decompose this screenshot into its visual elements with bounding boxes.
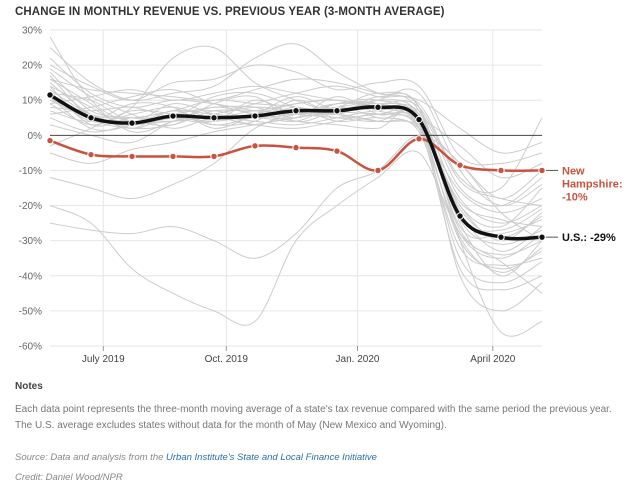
y-tick-label: 30% [22, 26, 42, 37]
y-tick-label: -20% [19, 201, 42, 212]
state-series-group [49, 36, 543, 337]
x-tick-label: July 2019 [82, 354, 125, 365]
credit-line: Credit: Daniel Wood/NPR [15, 472, 123, 483]
x-tick-label: April 2020 [470, 354, 515, 365]
notes-body: Each data point represents the three-mon… [15, 404, 612, 431]
nh-label-line: New [562, 165, 585, 177]
state-line [49, 85, 543, 207]
source-prefix: Source: Data and analysis from the [15, 452, 167, 463]
y-tick-label: -40% [19, 271, 42, 282]
state-line [49, 85, 543, 194]
new-hampshire-point [538, 166, 546, 175]
state-line [49, 134, 543, 259]
new-hampshire-point [456, 161, 464, 169]
us-point [374, 103, 382, 111]
new-hampshire-point [87, 150, 95, 159]
us-point [538, 233, 546, 241]
y-tick-label: -50% [19, 306, 42, 317]
highlighted-series-group [46, 91, 546, 241]
nh-label-line: Hampshire: [562, 178, 623, 190]
nh-series-label: New Hampshire: -10% [562, 165, 623, 203]
us-point [169, 112, 177, 120]
x-axis-ticks: July 2019 Oct. 2019 Jan. 2020 April 2020 [82, 346, 516, 365]
us-point [415, 115, 423, 124]
state-line [49, 150, 543, 326]
notes-heading: Notes [15, 381, 43, 392]
new-hampshire-point [169, 152, 177, 161]
us-point [333, 107, 341, 115]
us-point [128, 119, 136, 127]
us-point [292, 107, 300, 115]
new-hampshire-point [251, 142, 259, 150]
us-point [251, 112, 259, 120]
source-line: Source: Data and analysis from the Urban… [15, 452, 377, 463]
state-line [49, 99, 543, 291]
state-line [49, 94, 543, 239]
y-axis-ticks: 30% 20% 10% 0% -10% -20% -30% -40% -50% -60% [19, 26, 42, 353]
y-tick-label: 0% [28, 131, 43, 142]
series-labels: U.S.: -29% New Hampshire: -10% [546, 165, 623, 244]
new-hampshire-point [128, 152, 136, 161]
us-point [210, 114, 218, 122]
new-hampshire-point [374, 166, 382, 175]
state-line [49, 57, 543, 207]
chart-title: CHANGE IN MONTHLY REVENUE VS. PREVIOUS Y… [15, 6, 445, 18]
state-line [49, 89, 543, 312]
x-tick-label: Oct. 2019 [205, 354, 249, 365]
x-tick-label: Jan. 2020 [336, 354, 380, 365]
new-hampshire-point [292, 143, 300, 152]
y-tick-label: 20% [22, 61, 42, 72]
new-hampshire-point [497, 166, 505, 175]
y-tick-label: 10% [22, 96, 42, 107]
new-hampshire-point [210, 152, 218, 161]
new-hampshire-point [46, 136, 54, 145]
us-series-label: U.S.: -29% [562, 232, 616, 244]
state-line [49, 68, 543, 256]
new-hampshire-line [48, 137, 544, 173]
us-point [497, 233, 505, 241]
y-tick-label: -60% [19, 342, 42, 353]
us-point [46, 91, 54, 99]
state-line [49, 96, 543, 238]
new-hampshire-point [415, 135, 423, 143]
us-point [87, 114, 95, 122]
y-tick-label: -30% [19, 236, 42, 247]
new-hampshire-point [333, 147, 341, 155]
state-line [49, 64, 543, 166]
nh-label-line: -10% [562, 191, 588, 203]
state-line [49, 78, 543, 154]
us-point [456, 212, 464, 220]
state-line [49, 88, 543, 207]
y-tick-label: -10% [19, 166, 42, 177]
source-link[interactable]: Urban Institute's State and Local Financ… [166, 452, 377, 463]
revenue-line-chart: 30% 20% 10% 0% -10% -20% -30% -40% -50% -60% July… [19, 26, 623, 366]
